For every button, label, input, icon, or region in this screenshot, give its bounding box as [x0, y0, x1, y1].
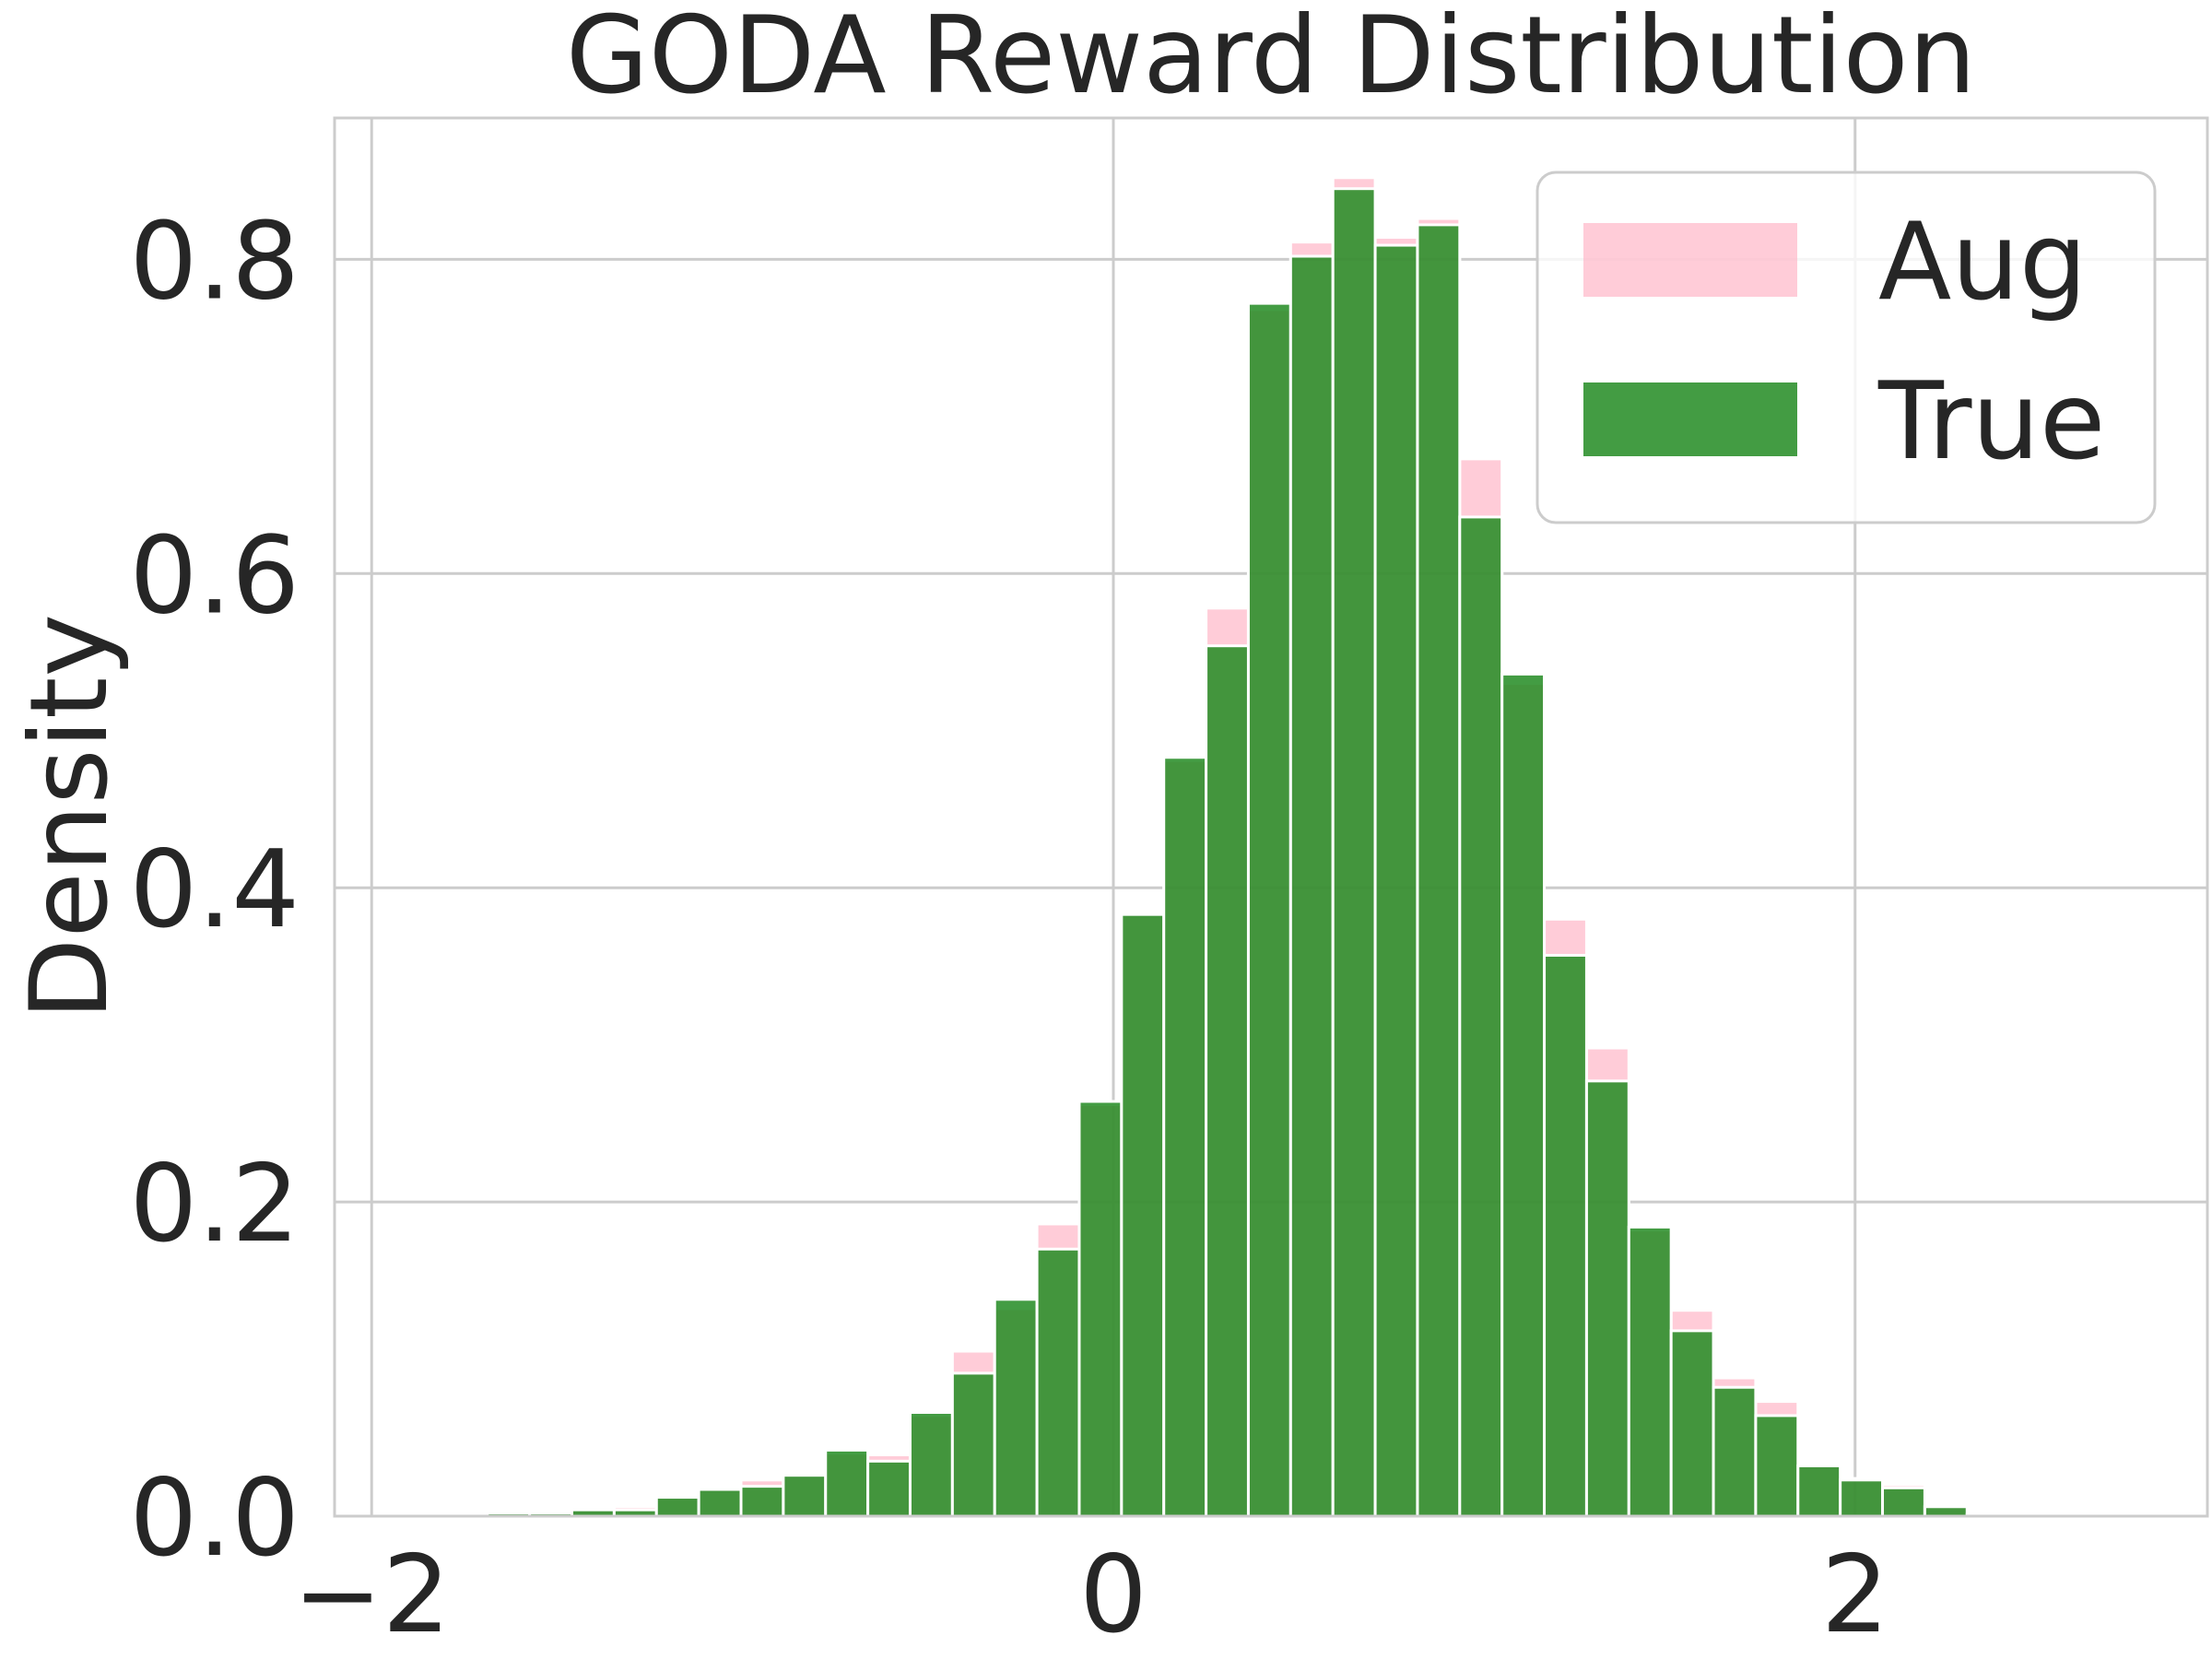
- bar-true-19: [1288, 254, 1335, 1518]
- bar-true-30: [1754, 1414, 1800, 1518]
- bar-true-23: [1458, 515, 1504, 1518]
- x-tick-label-1: 0: [1079, 1533, 1147, 1657]
- bar-true-32: [1839, 1478, 1885, 1518]
- bar-true-9: [866, 1459, 912, 1518]
- bar-true-31: [1796, 1464, 1842, 1518]
- bar-true-20: [1331, 187, 1377, 1518]
- y-axis-label: Density: [7, 614, 132, 1020]
- bar-true-6: [739, 1485, 785, 1518]
- bar-true-5: [697, 1488, 743, 1518]
- chart-title: GODA Reward Distribution: [566, 0, 1976, 118]
- bar-true-18: [1246, 301, 1292, 1518]
- bar-true-28: [1669, 1329, 1715, 1518]
- bar-true-24: [1500, 672, 1547, 1518]
- bar-true-11: [950, 1371, 996, 1518]
- bar-true-4: [654, 1496, 700, 1518]
- legend-swatch-aug: [1583, 223, 1797, 297]
- legend-swatch-true: [1583, 382, 1797, 456]
- bar-true-26: [1584, 1079, 1630, 1518]
- y-tick-label-3: 0.6: [130, 513, 300, 638]
- bar-true-13: [1035, 1247, 1081, 1518]
- bar-true-27: [1627, 1225, 1673, 1518]
- bar-true-22: [1416, 223, 1462, 1518]
- bar-true-33: [1881, 1486, 1926, 1518]
- bar-true-15: [1120, 912, 1166, 1518]
- legend: Aug True: [1535, 171, 2157, 524]
- bar-true-25: [1543, 953, 1588, 1518]
- y-tick-label-1: 0.2: [130, 1142, 300, 1266]
- tick-labels: −2 0 2 0.0 0.2 0.4 0.6 0.8: [130, 199, 1889, 1657]
- bar-true-21: [1373, 243, 1419, 1518]
- bar-true-14: [1077, 1100, 1124, 1518]
- bar-true-16: [1162, 756, 1208, 1518]
- y-tick-label-0: 0.0: [130, 1456, 300, 1581]
- bar-true-12: [993, 1298, 1039, 1518]
- bar-true-29: [1712, 1385, 1758, 1518]
- legend-label-aug: Aug: [1878, 200, 2088, 324]
- x-tick-label-0: −2: [293, 1533, 451, 1657]
- plot-frame: [333, 116, 2209, 1518]
- bar-true-7: [782, 1474, 828, 1518]
- y-tick-label-2: 0.4: [130, 828, 300, 952]
- bar-true-10: [908, 1411, 954, 1518]
- bar-true-8: [824, 1448, 870, 1518]
- x-tick-label-2: 2: [1821, 1533, 1889, 1657]
- y-tick-label-4: 0.8: [130, 199, 300, 324]
- legend-label-true: True: [1877, 359, 2105, 484]
- bar-true-17: [1205, 644, 1250, 1518]
- bar-true-34: [1923, 1505, 1969, 1518]
